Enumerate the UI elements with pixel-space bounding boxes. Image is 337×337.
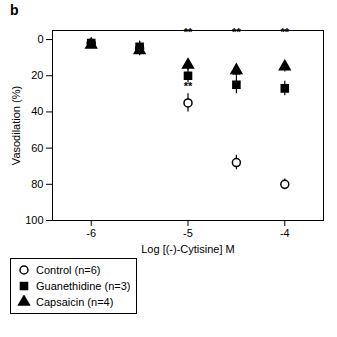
svg-text:**: **: [232, 26, 241, 38]
html-text:Guanethidine (n=3): Guanethidine (n=3): [36, 280, 131, 292]
svg-text:100: 100: [25, 214, 43, 226]
svg-text:-4: -4: [280, 227, 290, 239]
svg-text:**: **: [281, 26, 290, 38]
svg-text:80: 80: [31, 178, 43, 190]
svg-text:**: **: [184, 26, 193, 38]
svg-text:**: **: [184, 80, 193, 92]
html-text:b: b: [10, 2, 19, 18]
svg-text:-5: -5: [183, 227, 193, 239]
svg-text:40: 40: [31, 105, 43, 117]
svg-text:Vasodilation (%): Vasodilation (%): [10, 86, 22, 165]
html-text:Capsaicin (n=4): Capsaicin (n=4): [36, 296, 114, 308]
svg-text:60: 60: [31, 142, 43, 154]
svg-text:**: **: [232, 69, 241, 81]
svg-text:-6: -6: [86, 227, 96, 239]
html-text:Control (n=6): Control (n=6): [36, 264, 101, 276]
svg-text:20: 20: [31, 69, 43, 81]
svg-text:Log [(-)-Cytisine] M: Log [(-)-Cytisine] M: [141, 243, 235, 255]
svg-text:0: 0: [37, 33, 43, 45]
